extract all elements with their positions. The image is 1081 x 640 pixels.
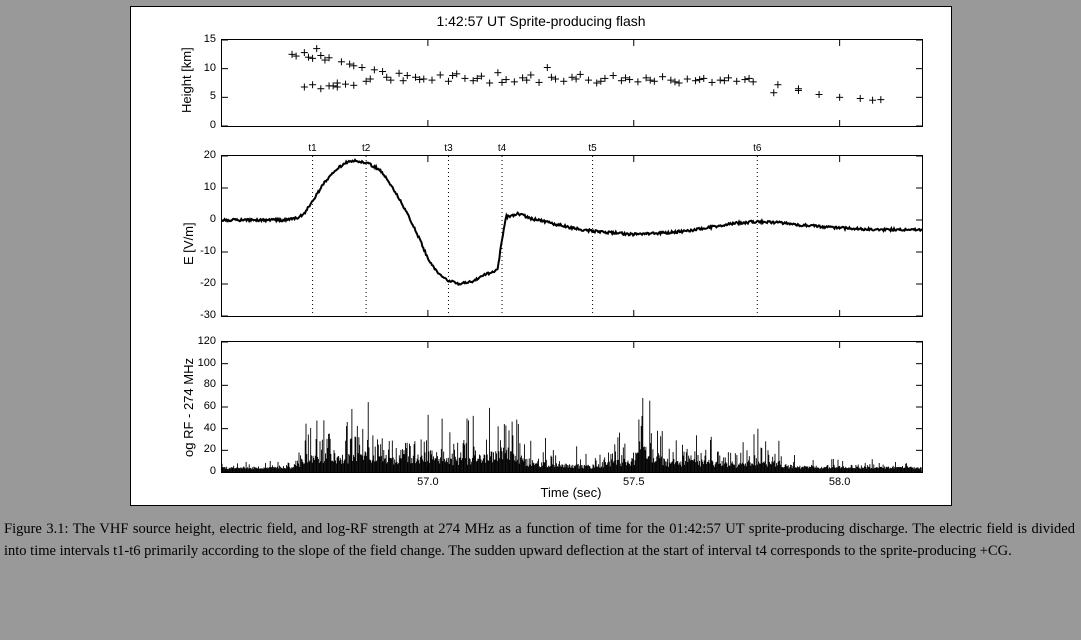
- height-scatter-panel: 051015: [221, 39, 923, 127]
- time-axis-label: Time (sec): [221, 485, 921, 500]
- page-container: 1:42:57 UT Sprite-producing flash 051015…: [0, 0, 1081, 640]
- panel3-ylabel: og RF - 274 MHz: [181, 358, 196, 457]
- caption-label: Figure 3.1:: [4, 521, 68, 537]
- rf-panel: 02040608010012057.057.558.0: [221, 341, 923, 473]
- efield-svg: [222, 156, 922, 316]
- panel2-ylabel: E [V/m]: [181, 222, 196, 265]
- panel1-ylabel: Height [km]: [179, 47, 194, 113]
- rf-svg: [222, 342, 922, 472]
- caption-text: The VHF source height, electric field, a…: [4, 521, 1075, 559]
- height-scatter-svg: [222, 40, 922, 126]
- figure-caption: Figure 3.1: The VHF source height, elect…: [4, 518, 1075, 563]
- efield-panel: t1t2t3t4t5t6-30-20-1001020: [221, 155, 923, 317]
- figure-title: 1:42:57 UT Sprite-producing flash: [131, 13, 951, 29]
- figure-area: 1:42:57 UT Sprite-producing flash 051015…: [130, 6, 952, 506]
